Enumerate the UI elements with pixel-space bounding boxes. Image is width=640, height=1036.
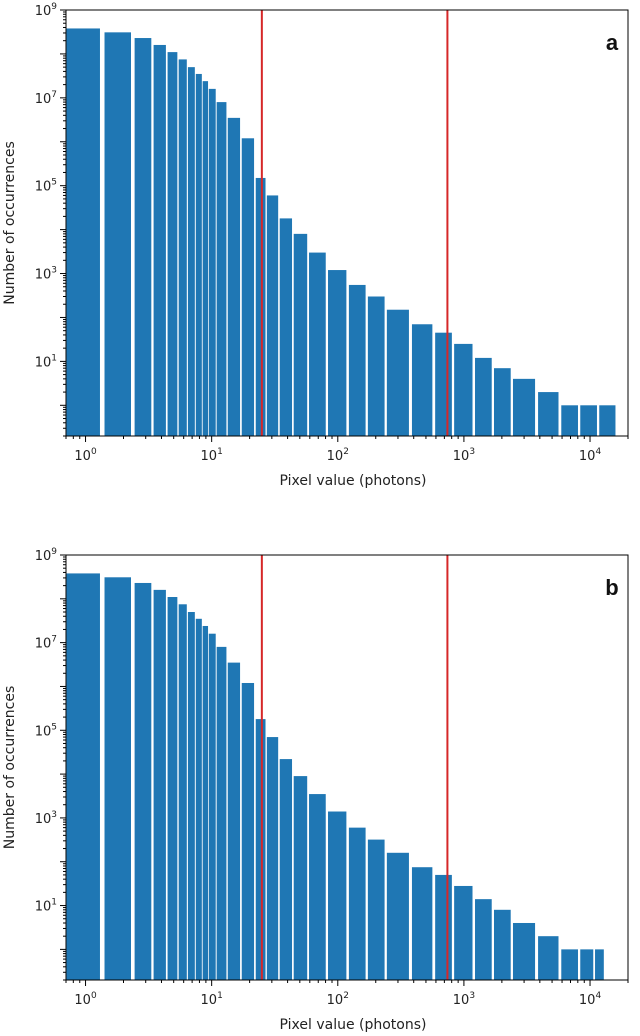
bar-a-26 — [493, 368, 511, 436]
bar-b-5 — [178, 604, 187, 980]
chart-panel-b: 100 101 102 103 104 101 103 105 107 109 Pixel valu… — [2, 547, 629, 1033]
x-tick-label-b-1: 101 — [201, 991, 223, 1008]
bar-a-22 — [411, 324, 433, 436]
x-tick-label-a-3: 103 — [453, 447, 475, 464]
bar-b-10 — [216, 646, 227, 980]
bar-b-29 — [561, 949, 578, 980]
bar-b-2 — [134, 582, 152, 980]
x-tick-label-a-0: 100 — [74, 447, 97, 464]
bar-a-6 — [187, 67, 195, 436]
bar-a-10 — [216, 102, 227, 436]
bar-b-11 — [227, 662, 241, 980]
bar-b-7 — [195, 618, 202, 980]
bar-b-20 — [367, 839, 385, 980]
bar-b-8 — [202, 625, 209, 980]
bar-a-7 — [195, 73, 202, 436]
bar-a-18 — [328, 270, 347, 436]
y-tick-label-b-2: 105 — [35, 722, 57, 739]
panel-label-b: b — [605, 575, 618, 600]
bar-b-27 — [512, 922, 536, 980]
y-tick-label-b-0: 101 — [35, 898, 57, 915]
bar-a-11 — [227, 117, 241, 437]
x-axis-title-b: Pixel value (photons) — [280, 1017, 427, 1033]
panel-label-a: a — [606, 30, 619, 55]
bar-b-19 — [348, 827, 366, 980]
bar-a-15 — [279, 218, 293, 436]
x-tick-label-a-2: 102 — [327, 447, 349, 464]
bar-b-12 — [241, 682, 255, 980]
x-tick-label-a-4: 104 — [579, 447, 602, 464]
bar-a-21 — [386, 309, 409, 436]
y-tick-label-a-4: 109 — [35, 2, 58, 19]
x-tick-label-b-2: 102 — [327, 991, 349, 1008]
y-tick-label-a-3: 107 — [35, 90, 57, 107]
bar-a-27 — [512, 378, 536, 436]
bar-a-24 — [454, 343, 473, 436]
bar-b-26 — [493, 909, 511, 980]
bar-b-16 — [293, 776, 308, 980]
y-axis-title-a: Number of occurrences — [2, 141, 18, 305]
bar-b-25 — [475, 899, 492, 980]
plot-frame-a — [65, 9, 629, 437]
bar-a-14 — [266, 195, 279, 436]
bar-b-24 — [454, 885, 473, 980]
bar-b-15 — [279, 759, 293, 980]
x-tick-label-b-3: 103 — [453, 991, 475, 1008]
bar-b-31 — [595, 949, 604, 980]
y-tick-label-a-2: 105 — [35, 178, 57, 195]
bar-b-21 — [386, 852, 409, 980]
bar-a-9 — [208, 88, 216, 437]
bar-a-4 — [167, 52, 178, 437]
bar-a-23 — [435, 332, 452, 436]
y-tick-label-a-0: 101 — [35, 353, 57, 370]
bar-b-0 — [66, 573, 100, 980]
chart-panel-a: 100 101 102 103 104 101 103 105 107 109 Pixel valu… — [2, 2, 629, 489]
bar-a-25 — [475, 357, 492, 436]
bar-b-22 — [411, 867, 433, 980]
bar-a-28 — [538, 392, 559, 436]
bar-a-17 — [309, 252, 326, 436]
bar-a-8 — [202, 81, 209, 437]
bar-b-18 — [328, 811, 347, 980]
bar-a-2 — [134, 38, 152, 437]
bar-b-17 — [309, 794, 326, 980]
bar-a-12 — [241, 138, 255, 436]
y-tick-label-a-1: 103 — [35, 266, 57, 283]
x-tick-label-a-1: 101 — [201, 447, 223, 464]
bar-a-29 — [561, 405, 578, 436]
bar-b-23 — [435, 874, 452, 980]
bar-a-16 — [293, 233, 308, 436]
x-tick-label-b-0: 100 — [74, 991, 97, 1008]
bar-a-3 — [153, 44, 166, 437]
bar-b-4 — [167, 597, 178, 980]
bar-b-28 — [538, 936, 559, 980]
x-axis-title-a: Pixel value (photons) — [280, 473, 427, 489]
bar-b-14 — [266, 737, 279, 980]
bar-a-13 — [255, 177, 266, 436]
x-tick-label-b-4: 104 — [579, 991, 602, 1008]
bar-b-30 — [580, 949, 594, 980]
bar-a-19 — [348, 284, 366, 436]
bar-a-31 — [599, 405, 616, 436]
y-tick-label-b-3: 107 — [35, 635, 57, 652]
bar-a-0 — [66, 28, 100, 437]
bar-a-20 — [367, 296, 385, 436]
bar-b-3 — [153, 589, 166, 980]
y-axis-title-b: Number of occurrences — [2, 686, 18, 850]
bar-a-1 — [104, 32, 131, 436]
bar-b-1 — [104, 577, 131, 980]
plot-frame-b — [65, 554, 629, 981]
bar-a-5 — [178, 59, 187, 437]
bar-b-6 — [187, 612, 195, 980]
bar-b-9 — [208, 633, 216, 980]
bar-a-30 — [580, 405, 597, 436]
y-tick-label-b-4: 109 — [35, 547, 58, 564]
y-tick-label-b-1: 103 — [35, 810, 57, 827]
bar-b-13 — [255, 719, 266, 980]
